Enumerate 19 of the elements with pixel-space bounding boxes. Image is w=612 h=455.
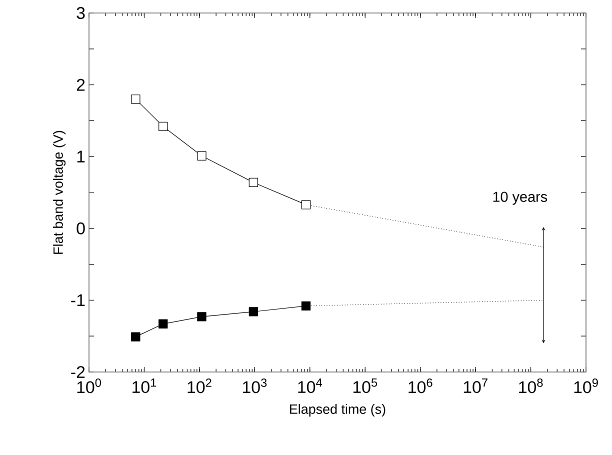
x-tick-label: 10$^{8}$ — [519, 378, 543, 394]
x-tick-label: 10$^{4}$ — [298, 378, 322, 394]
x-tick-label: 10$^{0}$ — [77, 378, 101, 394]
y-tick-label: 3 — [76, 7, 85, 19]
y-tick-label: 2 — [76, 78, 85, 91]
x-tick-label: 10$^{7}$ — [464, 378, 488, 394]
y-axis-title: Flat band voltage (V) — [53, 130, 66, 254]
x-tick-label: 10$^{6}$ — [408, 378, 432, 394]
x-tick-label: 10$^{1}$ — [132, 378, 156, 394]
x-tick-label: 10$^{3}$ — [243, 378, 267, 394]
x-tick-label: 10$^{9}$ — [574, 378, 598, 394]
y-tick-label: -1 — [71, 294, 85, 306]
x-tick-label: 10$^{2}$ — [188, 378, 212, 394]
y-tick-label: 0 — [76, 222, 85, 234]
y-tick-label: -2 — [71, 366, 85, 378]
x-axis-title: Elapsed time (s) — [290, 404, 386, 417]
y-tick-label: 1 — [77, 150, 85, 162]
annotation: 10 years — [493, 192, 548, 205]
x-tick-label: 10$^{5}$ — [353, 378, 378, 394]
